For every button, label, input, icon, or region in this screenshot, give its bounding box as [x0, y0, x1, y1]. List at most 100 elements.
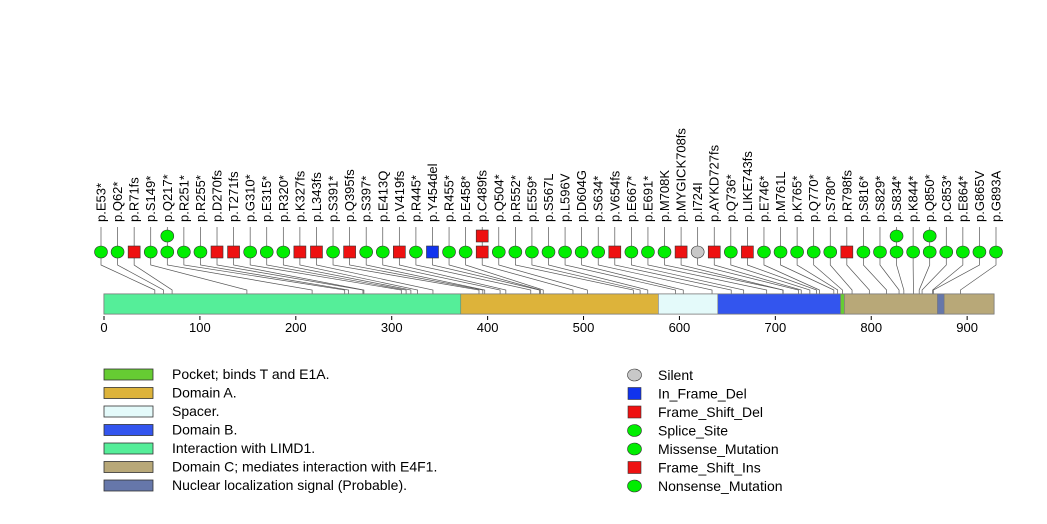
mutation-label: p.R255* — [193, 175, 208, 222]
mutation-marker — [724, 245, 738, 259]
domain-legend-label: Nuclear localization signal (Probable). — [172, 477, 407, 493]
domain-legend-label: Domain C; mediates interaction with E4F1… — [172, 459, 437, 475]
x-tick-label: 900 — [956, 320, 978, 335]
mutation-label: p.K327fs — [292, 170, 307, 222]
mutation-label: p.R552* — [508, 175, 523, 222]
domain-legend-label: Spacer. — [172, 403, 219, 419]
mutation-label: p.E413Q — [375, 171, 390, 222]
mutation-legend-swatch — [627, 405, 642, 419]
domain-legend-swatch — [103, 387, 154, 399]
mutation-label: p.R798fs — [839, 169, 854, 222]
mutation-label: p.K765* — [790, 176, 805, 222]
domain-block — [658, 293, 719, 315]
mutation-marker — [922, 229, 937, 243]
mutation-marker — [956, 245, 970, 259]
mutation-marker — [310, 245, 323, 259]
mutation-label: p.E746* — [756, 176, 771, 222]
mutation-marker — [856, 245, 871, 259]
x-tick-label: 200 — [285, 320, 307, 335]
mutation-label: p.S149* — [143, 176, 158, 222]
mutation-marker — [127, 245, 141, 259]
mutation-label: p.M761L — [773, 171, 788, 222]
mutation-marker — [193, 245, 208, 259]
domain-block — [937, 293, 945, 315]
mutation-label: p.I724I — [690, 182, 705, 222]
x-tick-label: 300 — [381, 320, 403, 335]
mutation-legend-label: Frame_Shift_Ins — [658, 460, 761, 476]
mutation-marker — [873, 245, 887, 259]
x-axis: 0 100 200 300 400 500 600 700 800 900 — [100, 316, 978, 335]
mutation-marker — [541, 245, 556, 259]
mutation-label: p.AYKD727fs — [707, 144, 722, 222]
mutation-label: p.E53* — [94, 183, 109, 222]
mutation-legend-label: Splice_Site — [658, 423, 728, 439]
mutation-marker — [276, 245, 291, 259]
mutation-marker — [806, 245, 821, 259]
mutation-legend-swatch — [627, 461, 642, 474]
mutation-legend-label: In_Frame_Del — [658, 386, 747, 402]
mutation-marker — [889, 229, 904, 243]
mutation-marker — [458, 245, 473, 259]
mutation-label: p.D270fs — [210, 169, 225, 222]
domain-legend-swatch — [103, 479, 154, 492]
mutation-legend-swatch — [627, 479, 642, 493]
mutation-marker — [972, 245, 987, 259]
mutation-label: p.S829* — [872, 176, 887, 222]
mutation-marker — [757, 245, 771, 259]
mutation-marker — [426, 245, 439, 259]
mutation-legend-label: Missense_Mutation — [658, 441, 779, 457]
mutation-marker — [591, 245, 606, 259]
mutation-label: p.V419fs — [392, 170, 407, 222]
protein-track — [103, 293, 995, 315]
mutation-legend-label: Silent — [658, 367, 693, 383]
domain-legend-label: Domain A. — [172, 385, 237, 401]
mutation-label: p.Q850* — [922, 174, 937, 222]
mutation-marker — [690, 245, 705, 259]
mutation-label: p.Q504* — [491, 174, 506, 222]
mutation-label: p.G865V — [972, 170, 987, 222]
mutation-marker — [707, 245, 721, 259]
mutation-label: p.S780* — [823, 176, 838, 222]
mutation-label: p.L343fs — [309, 172, 324, 222]
domain-block — [840, 293, 845, 315]
mutation-label: p.R320* — [276, 175, 291, 222]
mutation-marker — [160, 245, 175, 259]
mutation-label: p.LIKE743fs — [740, 151, 755, 222]
mutation-label: p.R455* — [442, 175, 457, 222]
mutation-marker — [641, 245, 655, 259]
mutation-label: p.S391* — [326, 176, 341, 222]
mutation-label: p.M708K — [657, 170, 672, 222]
mutation-legend-label: Nonsense_Mutation — [658, 478, 783, 494]
mutation-marker — [939, 245, 954, 259]
mutation-marker — [889, 245, 904, 259]
mutation-label: p.C853* — [939, 175, 954, 222]
domain-legend-swatch — [103, 461, 154, 473]
mutation-label: p.C489fs — [475, 169, 490, 222]
mutation-marker — [922, 245, 937, 259]
domain-legend-label: Pocket; binds T and E1A. — [172, 366, 329, 382]
mutation-label: p.E667* — [624, 176, 639, 222]
mutation-label: p.MYGICK708fs — [674, 128, 689, 222]
mutation-marker — [160, 229, 175, 243]
mutation-marker — [177, 245, 191, 259]
mutation-marker — [608, 245, 622, 259]
mutation-label: p.E315* — [259, 176, 274, 222]
mutation-legend-swatch — [627, 442, 642, 456]
mutation-marker — [989, 245, 1003, 259]
mutation-marker — [674, 245, 688, 259]
mutation-label: p.E864* — [955, 176, 970, 222]
mutation-marker — [491, 245, 506, 259]
domain-legend-label: Domain B. — [172, 422, 237, 438]
mutation-label: p.S397* — [359, 176, 374, 222]
mutation-label: p.S567L — [541, 174, 556, 222]
mutation-label: p.E458* — [458, 176, 473, 222]
mutation-marker — [624, 245, 639, 259]
mutation-markers — [94, 229, 1003, 259]
mutation-label: p.Q770* — [806, 174, 821, 222]
mutation-label: p.S834* — [889, 176, 904, 222]
mutation-marker — [409, 245, 423, 259]
mutation-marker — [558, 245, 572, 259]
mutation-marker — [475, 229, 489, 243]
mutation-label: p.D604G — [574, 170, 589, 222]
